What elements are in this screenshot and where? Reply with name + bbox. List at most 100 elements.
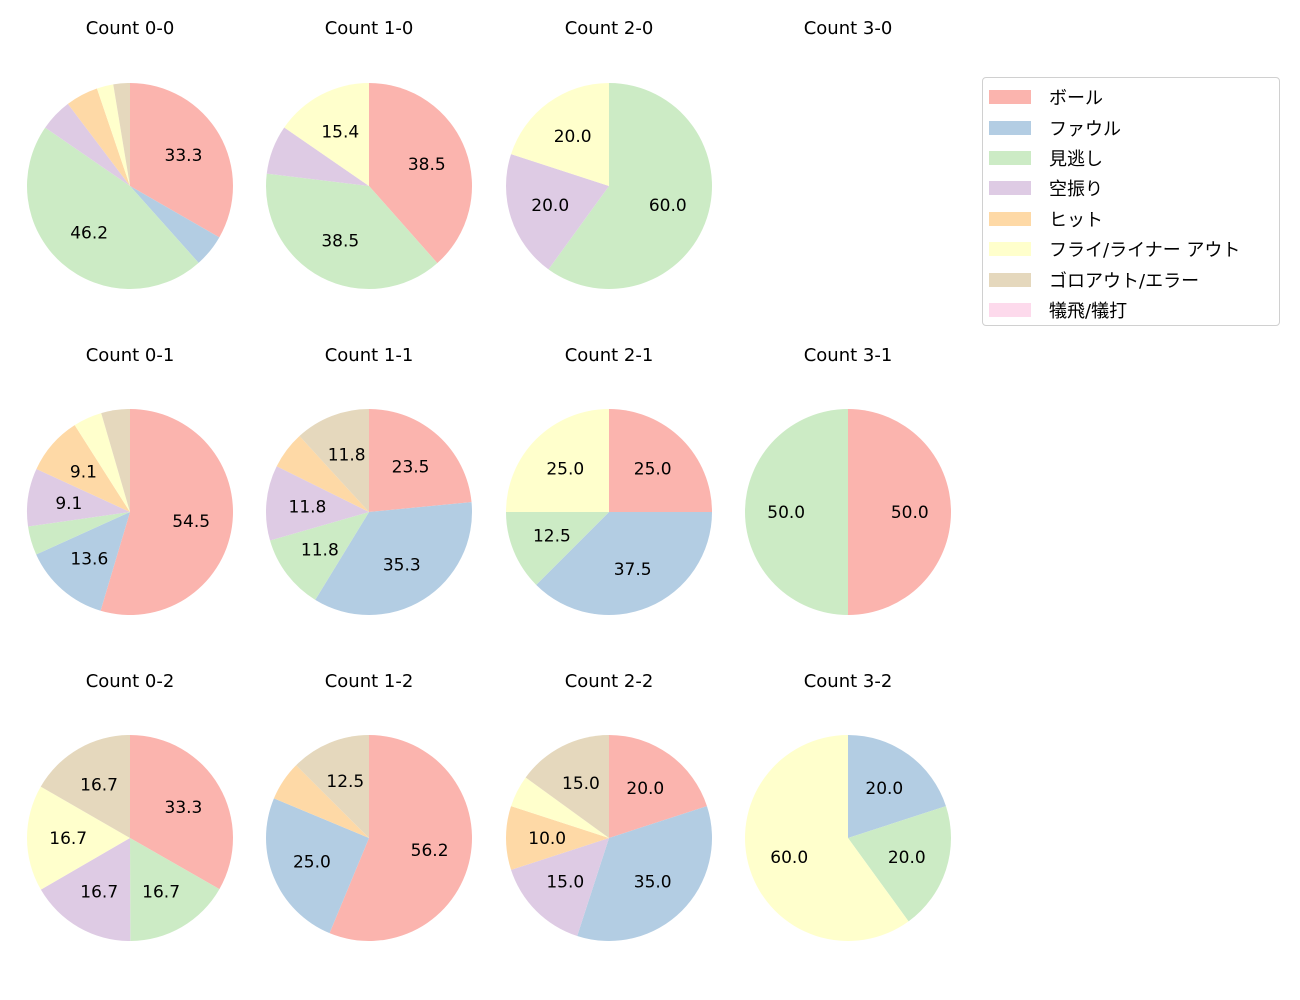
pie-slice bbox=[130, 83, 234, 238]
pie-slice bbox=[28, 512, 131, 555]
pie-title: Count 3-2 bbox=[804, 671, 893, 692]
legend-item: 空振り bbox=[989, 173, 1279, 203]
pie-slice bbox=[26, 127, 199, 290]
pie-slice bbox=[130, 186, 220, 263]
pie-slice bbox=[511, 838, 609, 936]
legend-swatch bbox=[989, 150, 1031, 165]
pie-slice bbox=[299, 409, 369, 512]
slice-label: 33.3 bbox=[165, 798, 203, 818]
slice-label: 33.3 bbox=[165, 146, 203, 166]
slice-label: 23.5 bbox=[392, 457, 430, 477]
slice-label: 37.5 bbox=[614, 560, 652, 580]
legend-swatch bbox=[989, 272, 1031, 287]
pie-slice bbox=[745, 409, 848, 615]
pie-slice bbox=[26, 786, 131, 890]
pie-slice bbox=[40, 735, 130, 838]
pie-slice bbox=[506, 154, 609, 270]
pie-slice bbox=[296, 735, 369, 838]
legend-label: 見逃し bbox=[1049, 148, 1103, 170]
slice-label: 25.0 bbox=[546, 459, 584, 479]
pie-chart: Count 1-2 56.2 25.0 12.5 bbox=[266, 671, 473, 941]
pie-slice bbox=[577, 806, 712, 941]
legend-item: ヒット bbox=[989, 204, 1279, 234]
slice-label: 12.5 bbox=[326, 772, 364, 792]
pie-slice bbox=[276, 435, 369, 512]
slice-label: 25.0 bbox=[634, 459, 672, 479]
pie-slice bbox=[609, 735, 707, 838]
pie-slice bbox=[74, 413, 130, 512]
pie-slice bbox=[113, 83, 130, 186]
pie-title: Count 1-0 bbox=[325, 18, 414, 39]
legend-label: フライ/ライナー アウト bbox=[1049, 240, 1241, 262]
legend-swatch bbox=[989, 181, 1031, 196]
pie-slice bbox=[27, 468, 130, 527]
pie-chart: Count 0-1 54.5 13.6 9.1 9.1 bbox=[27, 345, 234, 615]
pie-chart: Count 3-0 bbox=[804, 18, 893, 39]
legend-swatch bbox=[989, 120, 1031, 135]
pie-slice bbox=[369, 83, 472, 264]
pie-title: Count 0-0 bbox=[86, 18, 175, 39]
pie-title: Count 0-1 bbox=[86, 345, 175, 366]
legend-item: ゴロアウト/エラー bbox=[989, 264, 1279, 294]
pie-slice bbox=[40, 838, 131, 941]
slice-label: 20.0 bbox=[865, 779, 903, 799]
legend-label: ゴロアウト/エラー bbox=[1049, 270, 1200, 292]
legend-swatch bbox=[989, 242, 1031, 257]
slice-label: 16.7 bbox=[49, 829, 87, 849]
pie-slice bbox=[548, 83, 712, 289]
pie-slice bbox=[369, 409, 472, 512]
legend-label: 空振り bbox=[1049, 179, 1103, 201]
pie-slice bbox=[67, 88, 130, 186]
pie-slice bbox=[45, 103, 130, 186]
slice-label: 10.0 bbox=[528, 829, 566, 849]
legend-label: 犠飛/犠打 bbox=[1049, 300, 1128, 322]
slice-label: 50.0 bbox=[891, 503, 929, 523]
slice-label: 38.5 bbox=[321, 232, 359, 252]
pie-slice bbox=[848, 806, 951, 922]
pie-slice bbox=[506, 806, 609, 870]
slice-label: 60.0 bbox=[770, 848, 808, 868]
legend-item: ファウル bbox=[989, 112, 1279, 142]
slice-label: 11.8 bbox=[301, 540, 339, 560]
slice-label: 16.7 bbox=[80, 775, 118, 795]
pie-chart: Count 3-1 50.0 50.0 bbox=[745, 345, 951, 615]
pie-slice bbox=[266, 173, 438, 289]
pie-slice bbox=[130, 735, 233, 890]
pie-chart: Count 3-2 20.0 20.0 60.0 bbox=[745, 671, 951, 942]
pie-chart: Count 2-1 25.0 37.5 12.5 25.0 bbox=[506, 345, 712, 615]
pie-slice bbox=[506, 409, 609, 512]
slice-label: 35.0 bbox=[634, 873, 672, 893]
slice-label: 20.0 bbox=[888, 848, 926, 868]
slice-label: 35.3 bbox=[383, 555, 421, 575]
legend-item: ボール bbox=[989, 82, 1279, 112]
legend-label: ヒット bbox=[1049, 209, 1103, 231]
slice-label: 20.0 bbox=[554, 127, 592, 147]
slice-label: 56.2 bbox=[411, 841, 449, 861]
slice-label: 50.0 bbox=[767, 503, 805, 523]
slice-label: 15.0 bbox=[562, 774, 600, 794]
pie-slice bbox=[270, 512, 369, 600]
pie-slice bbox=[329, 735, 473, 941]
pie-slice bbox=[315, 502, 473, 615]
legend-swatch bbox=[989, 211, 1031, 226]
legend-item: フライ/ライナー アウト bbox=[989, 234, 1279, 264]
pie-slice bbox=[506, 512, 609, 585]
pie-slice bbox=[101, 409, 130, 512]
pie-slice bbox=[273, 765, 369, 838]
legend-item: 見逃し bbox=[989, 143, 1279, 173]
legend-swatch bbox=[989, 302, 1031, 317]
pie-slice bbox=[130, 838, 220, 941]
pie-slice bbox=[609, 409, 712, 512]
slice-label: 12.5 bbox=[533, 527, 571, 547]
pie-chart: Count 2-2 20.0 35.0 15.0 10.0 15.0 bbox=[506, 671, 712, 941]
pie-slice bbox=[36, 512, 130, 611]
slice-label: 15.0 bbox=[546, 873, 584, 893]
pie-slice bbox=[36, 425, 130, 512]
slice-label: 15.4 bbox=[321, 122, 359, 142]
pie-slice bbox=[536, 512, 712, 615]
pie-chart: Count 1-0 38.5 38.5 15.4 bbox=[266, 18, 472, 289]
slice-label: 54.5 bbox=[172, 512, 210, 532]
legend-label: ボール bbox=[1049, 88, 1103, 110]
pie-slice bbox=[848, 735, 946, 838]
